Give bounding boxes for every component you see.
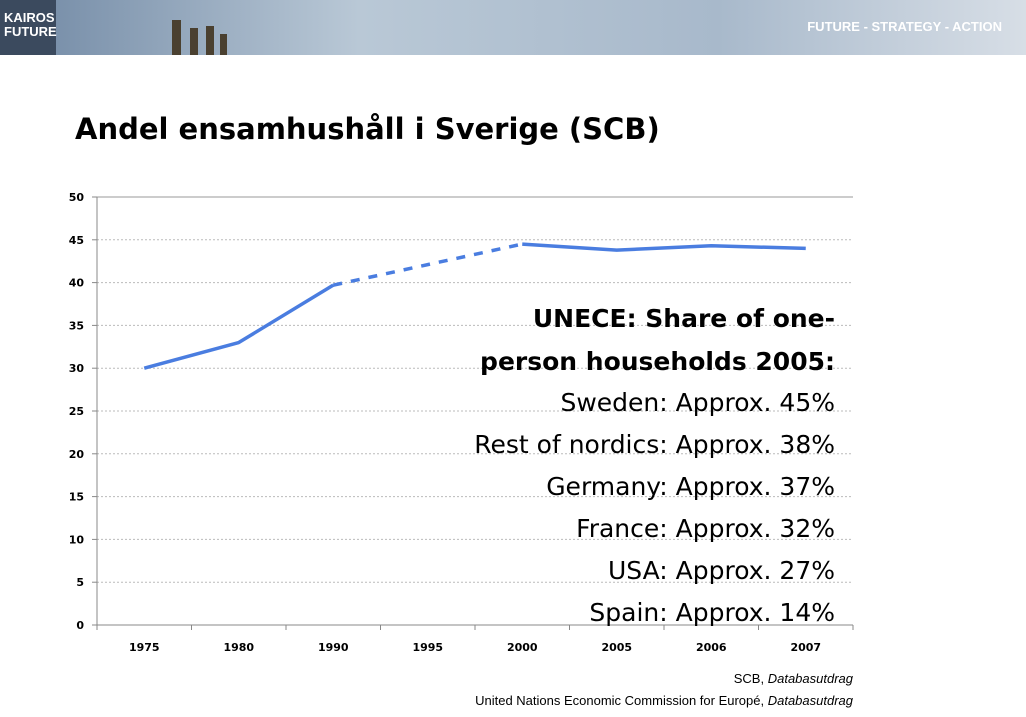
x-tick-label: 2005 [601,641,632,654]
x-tick-label: 2007 [790,641,821,654]
header-figures [172,20,227,55]
x-tick-label: 1975 [129,641,160,654]
data-line [143,242,806,370]
annotation-line: Germany: Approx. 37% [546,472,835,501]
annotation-line: France: Approx. 32% [576,514,835,543]
header-banner [0,0,1026,55]
x-tick-label: 1980 [223,641,254,654]
y-tick-label: 10 [69,533,85,546]
y-tick-label: 15 [69,491,84,504]
annotation-heading: UNECE: Share of one- [533,304,835,333]
x-tick-label: 2000 [507,641,538,654]
source: United Nations Economic Commission for E… [475,693,854,708]
chart-title: Andel ensamhushåll i Sverige (SCB) [75,112,660,146]
y-tick-label: 35 [69,319,84,332]
source: SCB, Databasutdrag [734,671,854,686]
y-tick-label: 20 [69,448,85,461]
annotation-line: Rest of nordics: Approx. 38% [474,430,835,459]
source-italic: Databasutdrag [768,671,854,686]
source-italic: Databasutdrag [768,693,854,708]
annotation-line: Sweden: Approx. 45% [560,388,835,417]
logo-text: FUTURE [4,24,57,39]
y-tick-label: 0 [76,619,84,632]
y-tick-label: 45 [69,234,84,247]
annotation-line: Spain: Approx. 14% [589,598,835,627]
annotation-line: USA: Approx. 27% [608,556,835,585]
logo-text: KAIROS [4,10,55,25]
source-text: SCB, [734,671,768,686]
y-tick-label: 30 [69,362,85,375]
x-tick-label: 2006 [696,641,727,654]
tagline: FUTURE - STRATEGY - ACTION [807,19,1002,34]
source-text: United Nations Economic Commission for E… [475,693,768,708]
line-gap-bridge [332,242,523,287]
y-tick-label: 40 [69,277,85,290]
logo-box [0,0,56,55]
x-tick-label: 1990 [318,641,349,654]
annotation-heading: person households 2005: [480,347,835,376]
y-tick-label: 5 [76,576,84,589]
x-tick-label: 1995 [412,641,443,654]
y-tick-label: 25 [69,405,84,418]
y-tick-label: 50 [69,191,85,204]
